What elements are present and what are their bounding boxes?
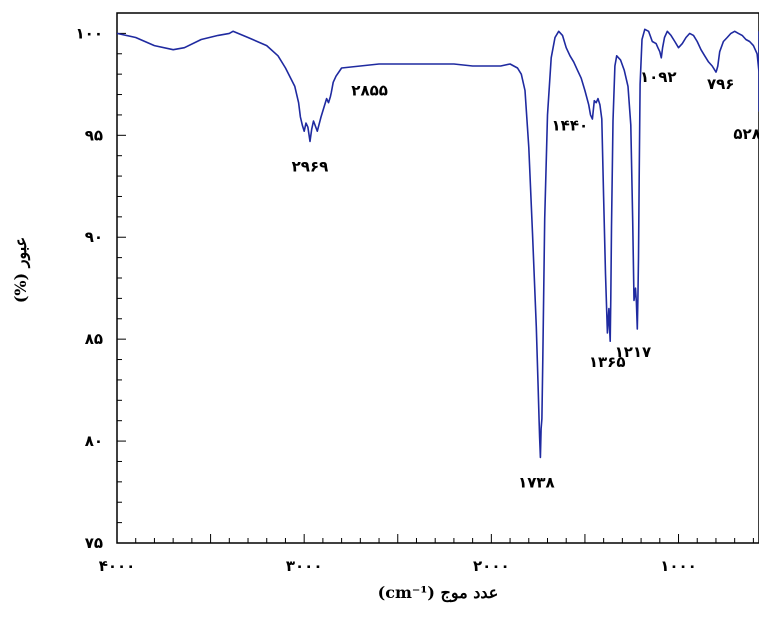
spectrum-line [116, 28, 759, 459]
x-tick-label: ۴۰۰۰ [99, 557, 136, 575]
peak-label: ۷۹۶ [707, 75, 734, 93]
y-tick-label: ۸۵ [85, 330, 103, 348]
y-tick-label: ۹۰ [85, 228, 103, 246]
x-axis-ticks: ۴۰۰۰ ۳۰۰۰ ۲۰۰۰ ۱۰۰۰ [99, 534, 754, 575]
x-axis-title: عدد موج (cm⁻¹) [378, 583, 499, 603]
peak-label: ۱۷۳۸ [518, 473, 555, 491]
peak-label: ۱۴۴۰ [552, 117, 589, 135]
peak-label: ۱۲۱۷ [615, 343, 652, 361]
y-tick-label: ۷۵ [85, 534, 103, 552]
peak-label: ۲۸۵۵ [351, 82, 388, 100]
y-axis-ticks: ۱۰۰ ۹۵ ۹۰ ۸۵ ۸۰ ۷۵ [76, 24, 126, 552]
peak-label: ۱۳۶۵ [589, 353, 626, 371]
x-tick-label: ۳۰۰۰ [286, 557, 323, 575]
x-tick-label: ۱۰۰۰ [660, 557, 697, 575]
y-axis-title: عبور (%) [11, 237, 31, 303]
peak-label: ۵۲۸ [733, 125, 759, 143]
y-tick-label: ۸۰ [85, 432, 103, 450]
peak-label: ۲۹۶۹ [292, 157, 329, 175]
y-tick-label: ۹۵ [85, 126, 103, 144]
plot-frame [116, 12, 759, 544]
x-tick-label: ۲۰۰۰ [473, 557, 510, 575]
peak-label: ۱۰۹۲ [640, 68, 677, 86]
y-tick-label: ۱۰۰ [76, 24, 103, 42]
